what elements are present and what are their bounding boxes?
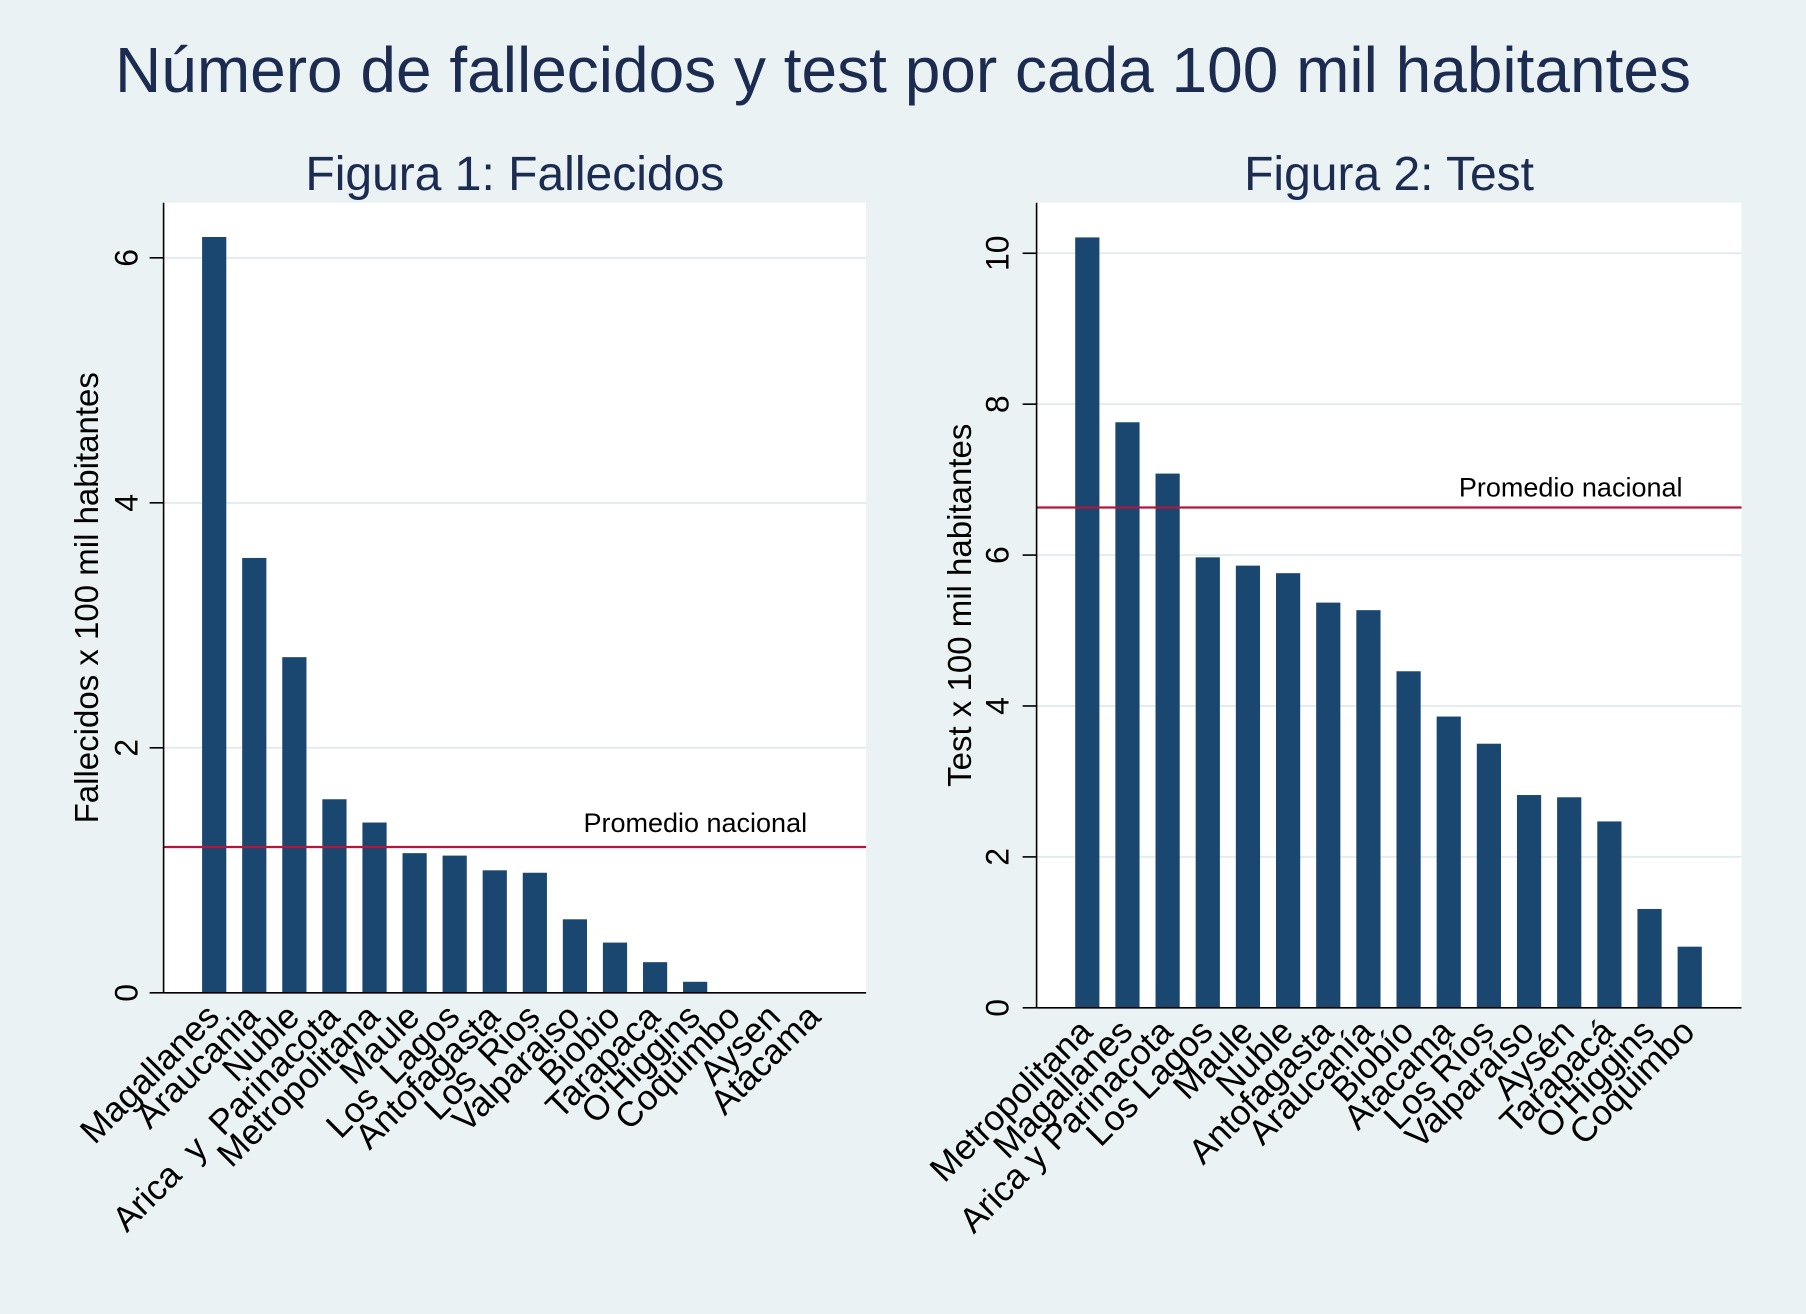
- reference-line-label: Promedio nacional: [583, 808, 807, 838]
- y-tick-label: 0: [979, 999, 1015, 1017]
- y-tick-label: 4: [979, 697, 1015, 715]
- panel-title: Figura 1: Fallecidos: [305, 148, 724, 201]
- bar-nuble: [1276, 573, 1301, 1008]
- y-tick-label: 10: [979, 235, 1015, 271]
- bar-o-higgins: [1637, 908, 1662, 1008]
- main-title: Número de fallecidos y test por cada 100…: [115, 34, 1691, 106]
- bar-valparaiso: [562, 919, 588, 993]
- bar-antofagasta: [482, 870, 507, 993]
- bar-maule: [402, 853, 427, 993]
- bar-araucania: [1356, 610, 1381, 1008]
- bar-magallanes: [1115, 422, 1140, 1008]
- y-tick-label: 2: [109, 739, 145, 757]
- panel-fallecidos: Figura 1: Fallecidos0246MagallanesArauca…: [68, 148, 867, 1239]
- bar-atacama: [1436, 716, 1461, 1008]
- bar-metropolitana: [1075, 237, 1100, 1008]
- bar-los-lagos: [1195, 557, 1220, 1008]
- bar-los-lagos: [442, 855, 467, 993]
- plot-area: [163, 202, 867, 993]
- y-axis-title: Test x 100 mil habitantes: [941, 424, 978, 787]
- plot-area: [1036, 202, 1742, 1008]
- bar-los-rios: [1476, 743, 1501, 1008]
- bar-tarapaca: [1597, 821, 1622, 1008]
- bar-biobio: [1396, 671, 1421, 1008]
- bar-antofagasta: [1316, 602, 1341, 1008]
- bar-coquimbo: [1677, 946, 1702, 1008]
- y-tick-label: 6: [979, 546, 1015, 564]
- bar-o-higgins: [683, 981, 708, 993]
- bar-valparaiso: [1516, 795, 1542, 1008]
- y-tick-label: 2: [979, 848, 1015, 866]
- y-tick-label: 0: [109, 984, 145, 1002]
- bar-araucania: [242, 557, 267, 993]
- y-axis-title: Fallecidos x 100 mil habitantes: [68, 372, 105, 823]
- bar-tarapaca: [642, 962, 668, 993]
- bar-arica-y-parinacota: [322, 799, 347, 993]
- y-tick-label: 4: [109, 494, 145, 512]
- y-tick-label: 6: [109, 249, 145, 267]
- bar-metropolitana: [362, 822, 387, 993]
- panel-test: Figura 2: Test0246810MetropolitanaMagall…: [922, 148, 1742, 1240]
- reference-line-label: Promedio nacional: [1459, 473, 1683, 503]
- panel-title: Figura 2: Test: [1244, 148, 1534, 201]
- bar-los-rios: [522, 872, 547, 993]
- y-tick-label: 8: [979, 395, 1015, 413]
- bar-arica-y-parinacota: [1155, 473, 1180, 1008]
- bar-maule: [1235, 565, 1261, 1008]
- bar-biobio: [602, 942, 628, 993]
- bar-magallanes: [202, 236, 227, 993]
- bar-aysen: [1557, 797, 1582, 1008]
- bar-nuble: [282, 657, 307, 993]
